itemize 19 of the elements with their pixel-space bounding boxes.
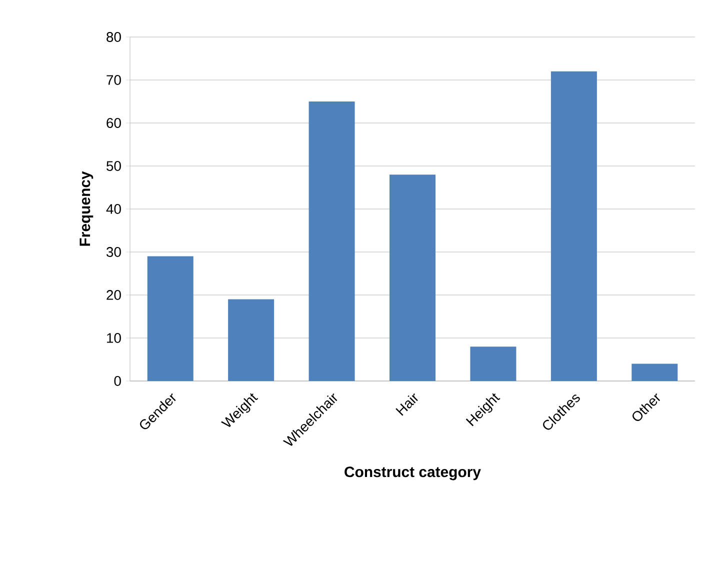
y-tick-label: 30 xyxy=(106,247,121,257)
bar xyxy=(470,346,516,381)
y-tick-label: 50 xyxy=(106,161,121,171)
bar xyxy=(147,256,194,381)
y-tick-label: 80 xyxy=(106,32,121,42)
y-axis-title: Frequency xyxy=(80,171,94,246)
y-tick-label: 70 xyxy=(106,75,121,85)
bar xyxy=(632,364,678,381)
bar xyxy=(308,101,355,381)
bar xyxy=(550,71,597,381)
y-tick-label: 20 xyxy=(106,290,121,300)
y-tick-label: 10 xyxy=(107,333,121,343)
y-tick-label: 60 xyxy=(106,118,121,128)
y-tick-label: 40 xyxy=(106,204,121,214)
y-tick-label: 0 xyxy=(114,376,121,386)
bar xyxy=(390,174,436,381)
bar xyxy=(228,299,274,381)
x-axis-title: Construct category xyxy=(344,466,481,480)
x-tick-label: Hair xyxy=(396,393,418,416)
